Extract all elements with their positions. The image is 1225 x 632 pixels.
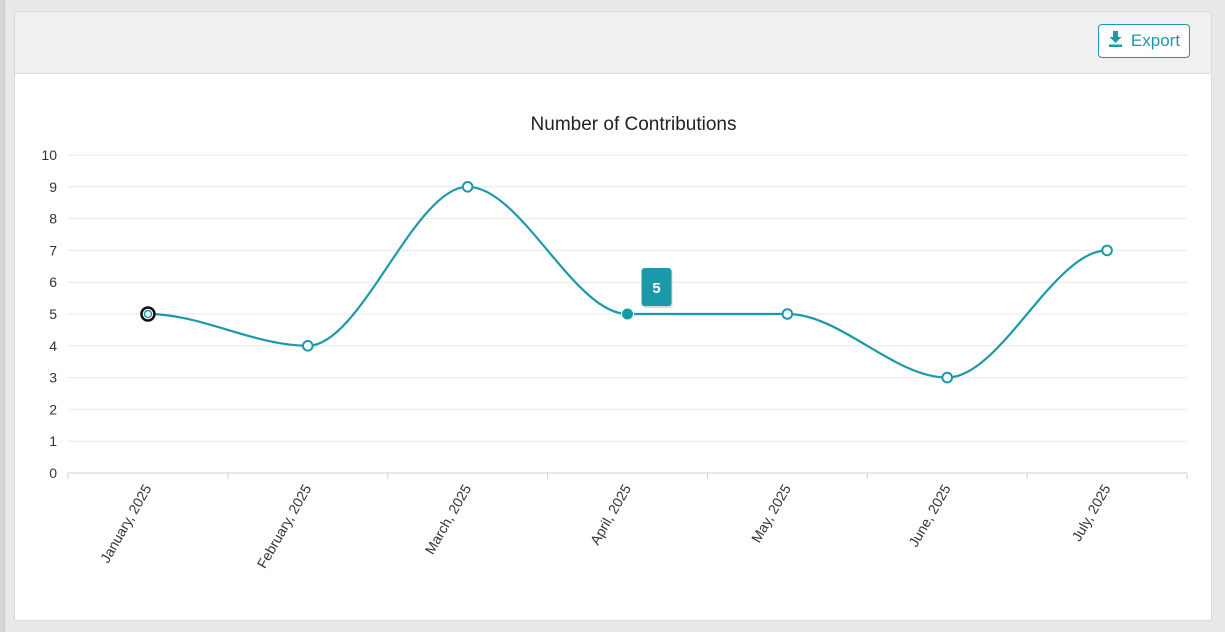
y-tick-label: 6 <box>49 274 57 290</box>
card-header: Export <box>15 12 1211 74</box>
chart-title: Number of Contributions <box>531 114 737 135</box>
data-point-hovered <box>621 307 634 321</box>
x-tick-label: January, 2025 <box>97 481 155 565</box>
x-tick-label: June, 2025 <box>905 481 954 549</box>
download-icon <box>1108 30 1123 52</box>
tooltip-value: 5 <box>652 280 660 297</box>
data-point <box>1101 244 1113 257</box>
x-tick-label: April, 2025 <box>587 481 634 547</box>
x-tick-label: May, 2025 <box>748 481 794 545</box>
line-chart: Number of Contributions 0 1 2 3 4 5 6 7 8 9 10 Jan… <box>41 114 1188 571</box>
y-tick-label: 1 <box>49 433 57 449</box>
x-tick-label: February, 2025 <box>254 481 315 571</box>
export-label: Export <box>1130 31 1181 50</box>
data-point <box>301 340 314 352</box>
y-tick-label: 8 <box>49 211 57 227</box>
data-point <box>941 371 954 384</box>
y-tick-label: 4 <box>49 338 57 354</box>
tooltip: 5 <box>641 268 673 308</box>
export-button[interactable]: Export <box>1098 24 1190 58</box>
data-points <box>140 181 1113 384</box>
tooltip-box <box>641 268 672 306</box>
data-point <box>461 181 474 193</box>
y-tick-label: 5 <box>49 306 57 322</box>
window-edge <box>0 0 5 632</box>
data-point-inner <box>143 309 153 319</box>
y-axis-ticks: 0 1 2 3 4 5 6 7 8 9 10 <box>41 147 57 481</box>
x-axis-ticks: January, 2025 February, 2025 March, 2025 Ap… <box>97 481 1114 571</box>
x-tick-label: March, 2025 <box>421 481 474 557</box>
y-tick-label: 7 <box>49 242 57 258</box>
axes <box>67 472 1188 479</box>
data-point <box>781 308 794 320</box>
y-tick-label: 0 <box>49 465 57 481</box>
y-tick-label: 2 <box>49 401 57 417</box>
chart-card: Export Number of Contributions 0 1 2 3 4 5 6 7 8… <box>14 11 1212 621</box>
y-tick-label: 3 <box>49 370 57 386</box>
y-tick-label: 10 <box>41 147 57 163</box>
grid-lines <box>68 154 1187 442</box>
y-tick-label: 9 <box>49 179 57 195</box>
x-tick-label: July, 2025 <box>1068 481 1113 544</box>
